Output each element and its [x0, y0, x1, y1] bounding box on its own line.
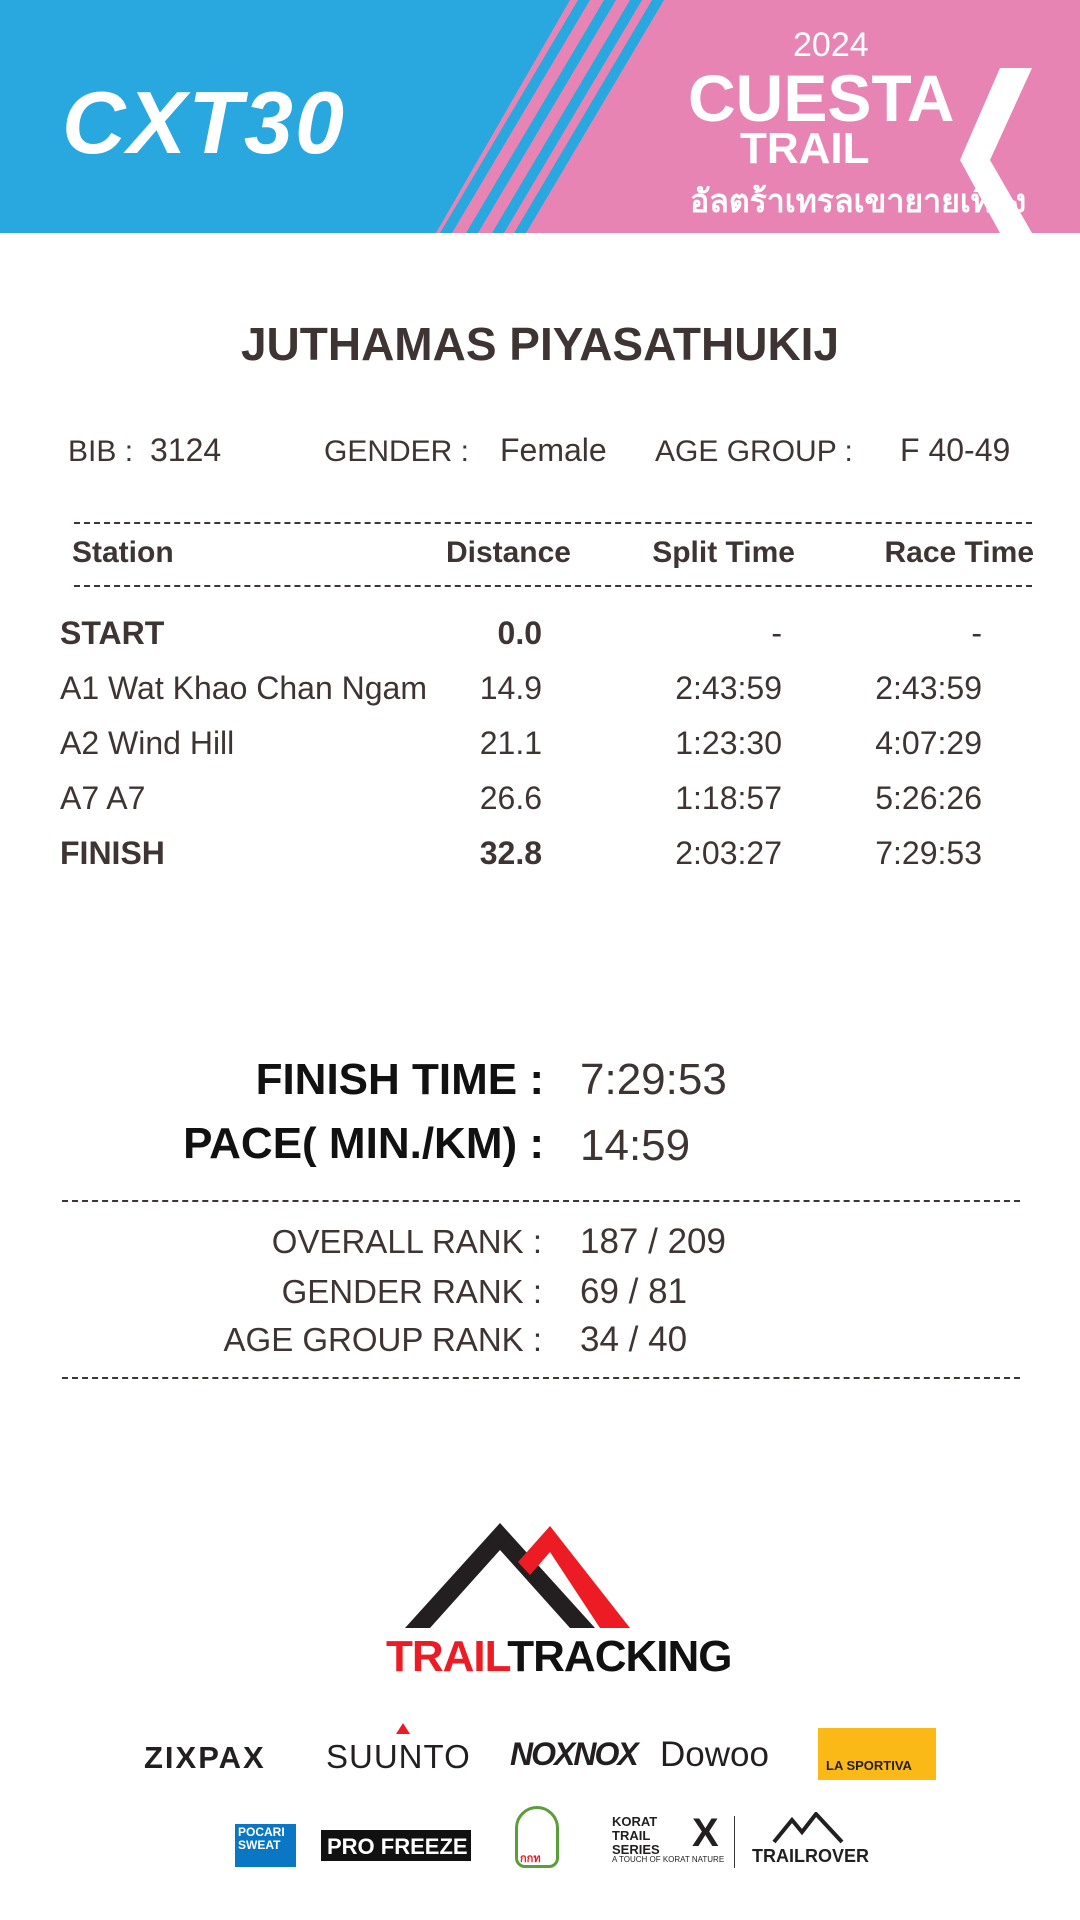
split-time-cell: 1:18:57 — [675, 780, 782, 816]
sponsor-korat-trail-series: KORAT TRAIL SERIES A TOUCH OF KORAT NATU… — [612, 1811, 724, 1867]
trailtracking-mountains-icon — [405, 1523, 630, 1628]
sponsor-dowoo: Dowoo — [660, 1735, 769, 1774]
sponsor-trailrover: TRAILROVER — [752, 1846, 869, 1866]
gender-rank-value: 69 / 81 — [580, 1272, 688, 1311]
gender-rank-label: GENDER RANK : — [281, 1273, 542, 1310]
gender-value: Female — [500, 432, 607, 468]
sat-emblem: กกท — [515, 1806, 559, 1868]
bib-label: BIB : — [68, 435, 134, 468]
age-group-value: F 40-49 — [900, 432, 1011, 468]
pace-value: 14:59 — [580, 1121, 691, 1170]
finish-time-label: FINISH TIME : — [255, 1055, 544, 1104]
race-time-cell: 7:29:53 — [875, 835, 982, 871]
logo-cuesta: CUESTA — [688, 61, 955, 135]
logo-trail: TRAIL — [740, 124, 870, 173]
sponsor-zixpax: ZIXPAX — [144, 1740, 266, 1775]
la-sportiva-text: LA SPORTIVA — [826, 1758, 912, 1773]
station-cell: A1 Wat Khao Chan Ngam — [60, 670, 427, 706]
race-time-cell: 2:43:59 — [875, 670, 982, 706]
runner-name: JUTHAMAS PIYASATHUKIJ — [240, 318, 840, 370]
distance-cell: 32.8 — [479, 835, 542, 871]
distance-cell: 0.0 — [497, 615, 542, 651]
divider — [74, 585, 1032, 587]
sponsor-pro-freeze: PRO FREEZE — [321, 1830, 471, 1861]
pro-freeze-text: PRO FREEZE — [327, 1834, 468, 1859]
age-group-label: AGE GROUP : — [655, 435, 853, 468]
pocari-text: POCARI SWEAT — [238, 1825, 285, 1852]
header-distance: Distance — [445, 536, 571, 569]
sat-text: กกท — [520, 1853, 541, 1865]
header-race-time: Race Time — [884, 536, 1034, 569]
pace-label: PACE( MIN./KM) : — [183, 1119, 544, 1168]
header-split-time: Split Time — [652, 536, 795, 569]
suunto-triangle-icon — [396, 1723, 410, 1734]
banner-stripes — [436, 0, 1080, 233]
distance-cell: 14.9 — [479, 670, 542, 706]
finish-time-value: 7:29:53 — [580, 1055, 727, 1104]
station-cell: START — [60, 615, 165, 651]
header-banner: CXT30 2024 CUESTA TRAIL อัลตร้าเทรลเขายา… — [0, 0, 1080, 233]
split-time-cell: 2:43:59 — [675, 670, 782, 706]
sponsor-noxnox: NOXNOX — [510, 1736, 639, 1772]
logo-part-trail: TRAIL — [386, 1632, 508, 1681]
korat-tagline: A TOUCH OF KORAT NATURE — [612, 1855, 725, 1864]
trailrover-mountains-icon — [772, 1812, 844, 1844]
gender-label: GENDER : — [324, 435, 470, 468]
station-cell: A7 A7 — [60, 780, 146, 816]
split-time-cell: 2:03:27 — [675, 835, 782, 871]
divider — [62, 1200, 1020, 1202]
age-group-rank-value: 34 / 40 — [580, 1320, 688, 1359]
logo-part-tracking: TRACKING — [507, 1632, 732, 1681]
logo-year: 2024 — [793, 26, 869, 64]
logo-thai: อัลตร้าเทรลเขายายเที่ยง — [690, 183, 1027, 219]
korat-text: KORAT TRAIL SERIES — [612, 1814, 660, 1857]
split-time-cell: - — [771, 615, 782, 651]
sponsor-pocari-sweat: POCARI SWEAT — [235, 1824, 296, 1867]
trailtracking-logo: TRAILTRACKING — [386, 1632, 732, 1682]
distance-cell: 26.6 — [479, 780, 542, 816]
sponsor-la-sportiva: LA SPORTIVA — [818, 1728, 936, 1780]
overall-rank-value: 187 / 209 — [580, 1222, 726, 1261]
split-time-cell: 1:23:30 — [675, 725, 782, 761]
sponsor-separator — [734, 1816, 735, 1868]
age-group-rank-label: AGE GROUP RANK : — [223, 1321, 542, 1358]
sponsor-suunto: SUUNTO — [326, 1738, 471, 1775]
race-time-cell: 5:26:26 — [875, 780, 982, 816]
race-time-cell: 4:07:29 — [875, 725, 982, 761]
cxt30-logo: CXT30 — [62, 73, 346, 172]
distance-cell: 21.1 — [479, 725, 542, 761]
station-cell: A2 Wind Hill — [60, 725, 235, 761]
header-station: Station — [72, 536, 174, 569]
race-time-cell: - — [971, 615, 982, 651]
divider — [74, 522, 1032, 524]
station-cell: FINISH — [60, 835, 165, 871]
korat-x-icon: X — [692, 1811, 719, 1855]
divider — [62, 1377, 1020, 1379]
overall-rank-label: OVERALL RANK : — [271, 1223, 542, 1260]
bib-value: 3124 — [150, 432, 222, 468]
